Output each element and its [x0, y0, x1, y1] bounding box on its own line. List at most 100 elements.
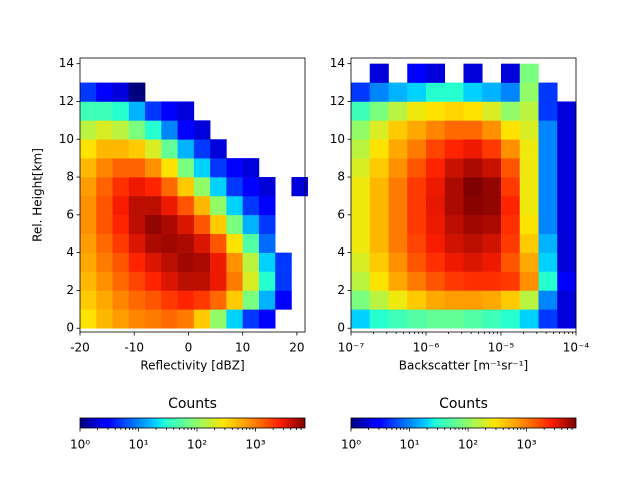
- heatmap-cell: [258, 309, 276, 329]
- heatmap-cell: [351, 233, 371, 253]
- heatmap-cell: [444, 158, 464, 178]
- heatmap-cell: [351, 195, 371, 216]
- heatmap-cell: [258, 233, 276, 253]
- heatmap-cell: [210, 139, 227, 159]
- heatmap-cell: [226, 214, 243, 235]
- heatmap-cell: [463, 290, 483, 310]
- heatmap-cell: [538, 195, 558, 216]
- colorbar-tick-label: 10⁰: [341, 438, 361, 452]
- heatmap-cell: [258, 195, 276, 216]
- heatmap-cell: [275, 252, 292, 272]
- x-axis-label: Backscatter [m⁻¹sr⁻¹]: [399, 359, 528, 373]
- heatmap-cell: [388, 82, 408, 102]
- heatmap-cell: [242, 271, 260, 291]
- heatmap-cell: [351, 82, 371, 102]
- y-tick-label: 12: [59, 94, 74, 108]
- heatmap-cell: [226, 271, 243, 291]
- heatmap-cell: [226, 177, 243, 197]
- heatmap-cell: [351, 214, 371, 235]
- heatmap-cell: [501, 120, 521, 140]
- heatmap-cell: [145, 214, 162, 235]
- heatmap-cell: [407, 271, 427, 291]
- x-axis-label: Reflectivity [dBZ]: [140, 359, 244, 373]
- heatmap-cell: [145, 195, 162, 216]
- heatmap-cell: [112, 139, 130, 159]
- heatmap-cell: [161, 120, 178, 140]
- heatmap-cell: [501, 233, 521, 253]
- heatmap-cell: [407, 101, 427, 121]
- heatmap-cell: [128, 158, 146, 178]
- heatmap-cell: [177, 309, 195, 329]
- heatmap-cell: [482, 195, 502, 216]
- heatmap-cell: [407, 252, 427, 272]
- heatmap-cell: [193, 120, 211, 140]
- heatmap-cell: [242, 233, 260, 253]
- heatmap-cell: [519, 271, 539, 291]
- colorbar: [79, 417, 306, 429]
- heatmap-cell: [444, 214, 464, 235]
- heatmap-cell: [177, 214, 195, 235]
- heatmap-cell: [161, 271, 178, 291]
- heatmap-cell: [519, 101, 539, 121]
- heatmap-cell: [112, 252, 130, 272]
- heatmap-cell: [463, 177, 483, 197]
- heatmap-cell: [538, 101, 558, 121]
- x-tick-label: -10: [124, 341, 144, 355]
- x-tick-label: 20: [289, 341, 304, 355]
- heatmap-cell: [426, 252, 446, 272]
- heatmap-cell: [444, 233, 464, 253]
- heatmap-cell: [388, 158, 408, 178]
- heatmap-cell: [426, 195, 446, 216]
- y-axis-label: Rel. Height[km]: [31, 148, 45, 242]
- heatmap-cell: [557, 120, 577, 140]
- heatmap-cell: [258, 290, 276, 310]
- heatmap-cell: [291, 177, 309, 197]
- colorbar-tick-label: 10³: [517, 438, 537, 452]
- y-tick-label: 6: [337, 207, 345, 221]
- heatmap-cell: [210, 271, 227, 291]
- heatmap-cell: [369, 120, 389, 140]
- heatmap-cell: [145, 271, 162, 291]
- heatmap-cell: [388, 252, 408, 272]
- heatmap-cell: [538, 139, 558, 159]
- heatmap-cell: [388, 101, 408, 121]
- heatmap-cell: [145, 158, 162, 178]
- heatmap-cell: [242, 158, 260, 178]
- colorbar-tick-label: 10¹: [128, 438, 148, 452]
- heatmap-cell: [501, 195, 521, 216]
- heatmap-cell: [177, 101, 195, 121]
- heatmap-cell: [128, 309, 146, 329]
- heatmap-cell: [369, 252, 389, 272]
- heatmap-cell: [482, 158, 502, 178]
- heatmap-cell: [80, 158, 97, 178]
- y-tick-label: 14: [330, 56, 345, 70]
- heatmap-cell: [112, 214, 130, 235]
- heatmap-cell: [193, 309, 211, 329]
- heatmap-cell: [80, 177, 97, 197]
- heatmap-cell: [463, 82, 483, 102]
- heatmap-cell: [407, 63, 427, 83]
- heatmap-cell: [128, 271, 146, 291]
- heatmap-cell: [557, 252, 577, 272]
- heatmap-cell: [210, 214, 227, 235]
- heatmap-cell: [388, 233, 408, 253]
- heatmap-cell: [519, 63, 539, 83]
- heatmap-cell: [193, 252, 211, 272]
- heatmap-cell: [210, 252, 227, 272]
- heatmap-cell: [482, 233, 502, 253]
- heatmap-cell: [388, 309, 408, 329]
- heatmap-cell: [482, 309, 502, 329]
- heatmap-cell: [128, 120, 146, 140]
- heatmap-cell: [482, 101, 502, 121]
- heatmap-cell: [407, 290, 427, 310]
- heatmap-cell: [226, 195, 243, 216]
- heatmap-cell: [501, 82, 521, 102]
- heatmap-cell: [463, 271, 483, 291]
- heatmap-cell: [177, 120, 195, 140]
- heatmap-cell: [463, 233, 483, 253]
- heatmap-cell: [177, 233, 195, 253]
- heatmap-cell: [538, 233, 558, 253]
- axes-frame: [350, 57, 577, 333]
- heatmap-cell: [80, 101, 97, 121]
- heatmap-cell: [351, 139, 371, 159]
